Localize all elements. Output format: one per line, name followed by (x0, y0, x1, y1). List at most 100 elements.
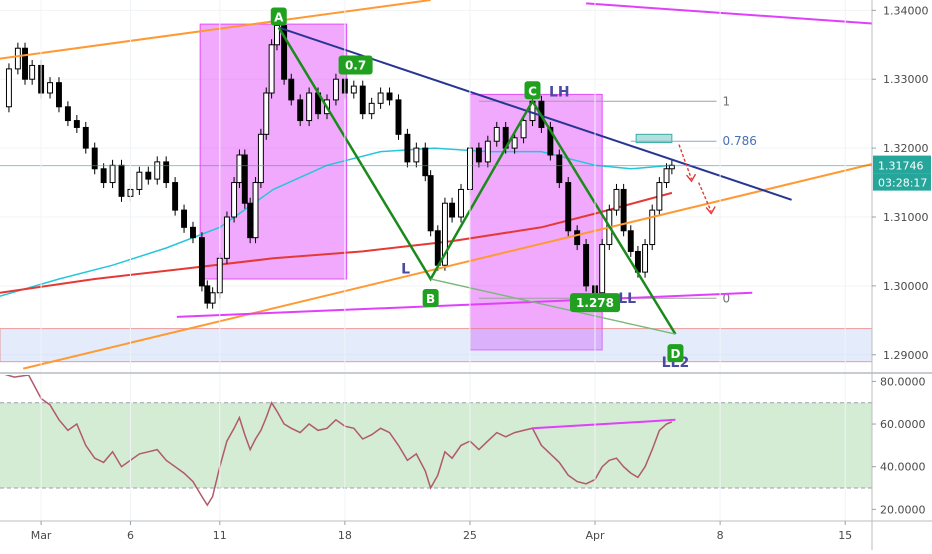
highlight-box-2 (0, 328, 872, 363)
candle (649, 204, 656, 251)
projection-arrowhead-0 (685, 173, 697, 183)
candle-body (359, 85, 366, 115)
current-price-label: 1.31746 (878, 160, 924, 173)
candle-body (306, 92, 313, 122)
candle (190, 221, 196, 244)
candle (663, 163, 670, 189)
indicator-band (0, 402, 872, 489)
candle-body (204, 285, 211, 304)
candle-body (56, 82, 62, 108)
fib-label-0: 0 (723, 291, 731, 305)
candle (109, 159, 116, 189)
price-tick-label: 1.32000 (883, 142, 929, 155)
harmonic-point-label: A (274, 11, 284, 25)
candle (241, 149, 248, 209)
candle (198, 232, 205, 292)
candle-body (427, 175, 434, 232)
candle (520, 115, 527, 144)
candle-body (395, 99, 402, 135)
structure-label-L: L (401, 261, 410, 277)
candle-body (627, 230, 634, 252)
price-tick-label: 1.31000 (883, 211, 929, 224)
time-tick-label-25: 25 (463, 529, 477, 542)
time-tick-label-Mar: Mar (31, 529, 52, 542)
candle-body (441, 202, 448, 266)
countdown-label: 03:28:17 (878, 177, 927, 190)
indicator-tick-label: 20.0000 (880, 503, 926, 516)
candle (100, 163, 107, 189)
candle-body (257, 133, 264, 184)
candle (583, 239, 590, 292)
harmonic-ratio-badge (338, 55, 373, 75)
candle (118, 159, 125, 202)
candle (441, 197, 448, 271)
candle-body (368, 102, 375, 115)
candle (332, 73, 339, 106)
candle-body (252, 182, 259, 239)
candle (29, 59, 36, 85)
candle-body (91, 147, 98, 170)
candle (613, 183, 620, 216)
candle (145, 166, 152, 185)
trendline-1 (22, 163, 872, 370)
time-tick-label-18: 18 (338, 529, 352, 542)
candle-body (231, 182, 238, 218)
candle-body (656, 182, 663, 211)
indicator-tick-label: 80.0000 (880, 375, 926, 388)
current-price-badge (873, 155, 931, 174)
harmonic-point-label: C (528, 84, 537, 98)
candle (64, 101, 71, 127)
candle-body (663, 168, 670, 184)
candle-body (172, 182, 179, 211)
candle (209, 287, 216, 309)
candle-body (190, 226, 196, 239)
candle-body (475, 147, 482, 163)
time-tick-label-8: 8 (717, 529, 724, 542)
time-tick-label-15: 15 (838, 529, 852, 542)
candle-body (263, 92, 270, 135)
candle-body (198, 237, 205, 287)
candle-body (5, 68, 12, 108)
candle (288, 73, 295, 106)
candle-body (109, 164, 116, 184)
harmonic-point-badge (524, 81, 541, 100)
candle (154, 156, 161, 185)
candle (627, 225, 634, 257)
structure-label-LH: LH (549, 84, 570, 100)
candle (449, 197, 456, 223)
candle-body (520, 120, 527, 139)
price-tick-label: 1.29000 (883, 349, 929, 362)
candle-body (386, 92, 393, 101)
harmonic-point-label: B (426, 292, 435, 306)
candle (181, 204, 188, 233)
projection-arrowhead-1 (705, 206, 716, 215)
candle-body (241, 154, 248, 204)
candle (91, 142, 98, 175)
candle-body (556, 154, 563, 184)
indicator-line (4, 375, 673, 507)
harmonic-ratio-1.278: 1.278 (570, 293, 621, 313)
candle (668, 159, 675, 175)
candle-body (511, 137, 518, 149)
candle (377, 87, 384, 109)
harmonic-zigzag (277, 26, 677, 335)
candle (427, 170, 434, 237)
harmonic-point-C: C (524, 81, 541, 100)
indicator-tick-label: 60.0000 (880, 418, 926, 431)
candle-body (449, 202, 456, 218)
candle-body (29, 64, 36, 80)
candle (599, 239, 606, 299)
candle-body (236, 154, 243, 184)
candle (257, 128, 264, 189)
candle-body (209, 292, 216, 304)
highlight-box-3 (635, 133, 673, 144)
candle-body (404, 133, 411, 163)
candle-body (247, 202, 254, 239)
candle (565, 177, 572, 237)
candle (223, 211, 230, 264)
harmonic-ratio-badge (570, 293, 621, 313)
candle (368, 97, 375, 120)
